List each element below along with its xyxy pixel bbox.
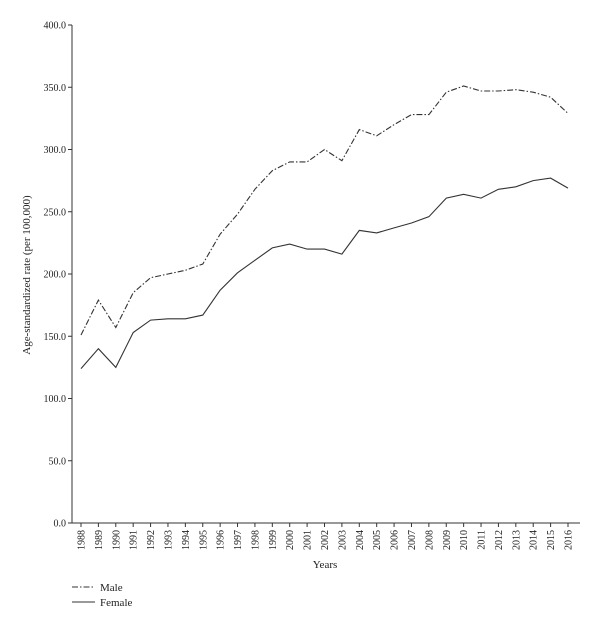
x-tick-label: 2007 xyxy=(407,530,418,550)
x-tick-label: 2006 xyxy=(390,530,401,550)
x-tick-label: 2008 xyxy=(424,530,435,550)
series-layer xyxy=(80,85,569,369)
legend-label-female: Female xyxy=(100,597,132,609)
y-tick-label: 50.0 xyxy=(49,456,67,467)
x-tick-label: 2011 xyxy=(477,530,488,550)
y-tick-label: 250.0 xyxy=(44,207,67,218)
x-tick-label: 2010 xyxy=(459,530,470,550)
x-tick-label: 1994 xyxy=(181,530,192,550)
x-tick-label: 1991 xyxy=(129,530,140,550)
y-axis-ticks: 0.0 50.0 100.0 150.0 200.0 250.0 300.0 350.0 400… xyxy=(44,21,72,530)
x-tick-label: 2015 xyxy=(546,530,557,550)
x-tick-label: 1995 xyxy=(198,530,209,550)
legend-label-male: Male xyxy=(100,582,123,594)
x-tick-label: 1992 xyxy=(146,530,157,550)
x-tick-label: 2003 xyxy=(337,530,348,550)
x-tick-label: 1990 xyxy=(111,530,122,550)
series-line-male xyxy=(80,85,569,336)
y-axis-title: Age-standardized rate (per 100,000) xyxy=(21,195,33,355)
x-tick-label: 1998 xyxy=(250,530,261,550)
x-tick-label: 2016 xyxy=(564,530,575,550)
x-tick-label: 2009 xyxy=(442,530,453,550)
x-tick-label: 2000 xyxy=(285,530,296,550)
x-tick-label: 2005 xyxy=(372,530,383,550)
y-tick-label: 200.0 xyxy=(44,270,67,281)
x-tick-label: 1999 xyxy=(268,530,279,550)
y-tick-label: 400.0 xyxy=(44,21,67,32)
series-line-female xyxy=(80,177,569,369)
y-tick-label: 0.0 xyxy=(54,519,67,530)
x-tick-label: 2012 xyxy=(494,530,505,550)
x-tick-label: 2002 xyxy=(320,530,331,550)
x-tick-label: 1989 xyxy=(94,530,105,550)
x-tick-label: 2001 xyxy=(303,530,314,550)
x-axis-ticks: 1988 1989 1990 1991 1992 1993 1994 1995 1996 1997… xyxy=(77,523,575,550)
legend: Male Female xyxy=(72,582,132,609)
x-tick-label: 2013 xyxy=(511,530,522,550)
x-axis-title: Years xyxy=(313,559,338,571)
axes xyxy=(71,25,580,524)
x-tick-label: 2004 xyxy=(355,530,366,550)
x-tick-label: 1996 xyxy=(216,530,227,550)
x-tick-label: 1997 xyxy=(233,530,244,550)
y-tick-label: 100.0 xyxy=(44,394,67,405)
y-tick-label: 300.0 xyxy=(44,145,67,156)
y-tick-label: 150.0 xyxy=(44,332,67,343)
x-tick-label: 1988 xyxy=(77,530,88,550)
y-tick-label: 350.0 xyxy=(44,83,67,94)
x-tick-label: 2014 xyxy=(529,530,540,550)
x-tick-label: 1993 xyxy=(163,530,174,550)
